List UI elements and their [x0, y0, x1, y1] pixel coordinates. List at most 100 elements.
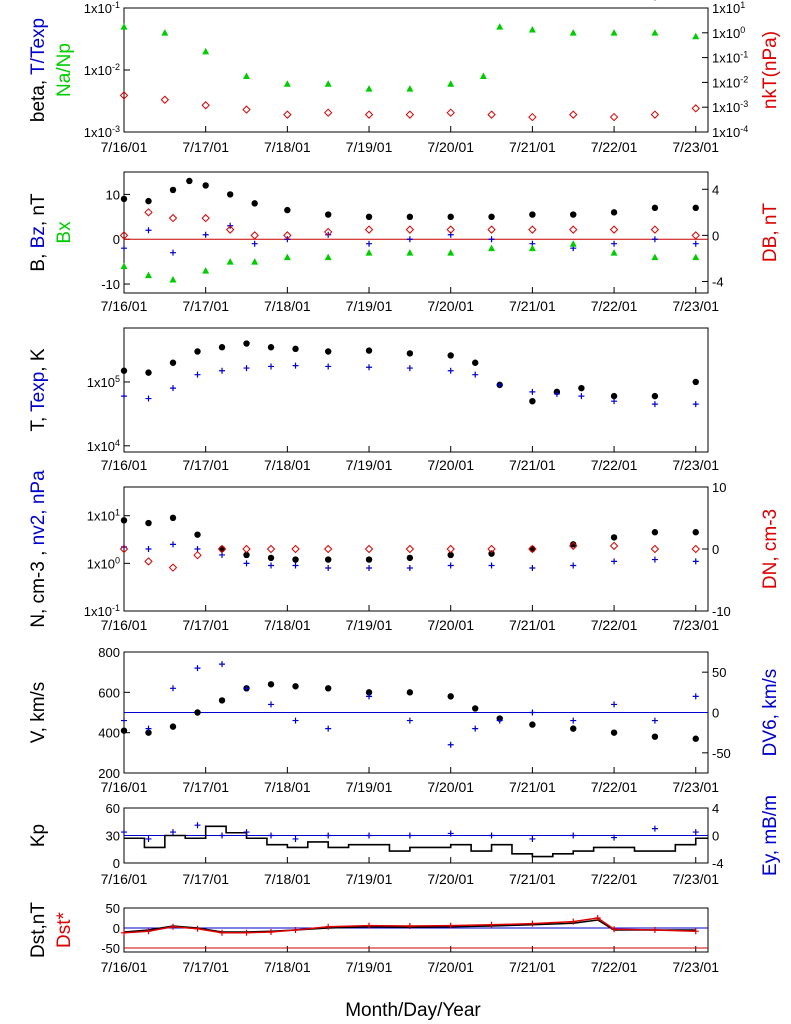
y-axis-title: Kp — [28, 824, 49, 847]
data-point — [529, 397, 536, 405]
data-point — [610, 29, 618, 36]
data-point — [226, 258, 234, 265]
y2-tick-label: 4 — [712, 182, 719, 197]
y2-axis-title: DB, nT — [760, 203, 781, 263]
x-tick-label: 7/21/01 — [509, 617, 556, 633]
data-point — [121, 717, 127, 724]
data-point — [691, 231, 700, 240]
x-tick-label: 7/21/01 — [509, 959, 556, 975]
y-tick-label: -50 — [101, 941, 120, 956]
data-point — [611, 834, 618, 841]
y-tick-label: 0 — [113, 921, 120, 936]
data-point — [651, 825, 658, 832]
data-point — [406, 236, 413, 243]
x-tick-label: 7/17/01 — [182, 457, 229, 473]
data-point — [202, 47, 210, 55]
data-point — [691, 104, 700, 113]
data-point — [145, 271, 153, 279]
y2-tick-label: -50 — [712, 746, 731, 761]
data-point — [651, 529, 659, 536]
y2-tick-label: 1x10-4 — [712, 124, 748, 140]
data-point — [292, 556, 299, 563]
data-point — [202, 182, 209, 189]
data-point — [325, 923, 332, 930]
data-point — [325, 725, 332, 732]
data-point — [405, 544, 415, 554]
series-dv6 — [121, 661, 699, 748]
data-point — [651, 733, 659, 740]
series-ey — [121, 822, 699, 842]
data-point — [145, 197, 152, 205]
data-point — [121, 929, 127, 936]
y-axis-title: beta, T/Texp — [28, 18, 49, 122]
data-point — [251, 258, 259, 265]
data-point — [569, 240, 577, 247]
y-axis-title: T, Texp, K — [28, 348, 49, 431]
data-point — [487, 225, 496, 234]
data-point — [406, 923, 413, 929]
data-point — [120, 262, 128, 270]
y-tick-label: 600 — [98, 685, 120, 700]
data-point — [194, 709, 201, 716]
data-point — [324, 211, 332, 218]
data-point — [529, 564, 536, 571]
y-axis-title: V, km/s — [28, 682, 49, 744]
data-point — [651, 927, 658, 933]
x-tick-label: 7/16/01 — [101, 871, 148, 887]
data-point — [406, 213, 414, 221]
data-point — [611, 240, 618, 247]
data-point — [570, 562, 577, 569]
x-tick-label: 7/22/01 — [591, 959, 638, 975]
data-point — [283, 231, 292, 240]
data-point — [488, 236, 495, 243]
data-point — [447, 693, 454, 700]
data-point — [161, 29, 169, 36]
x-tick-label: 7/21/01 — [509, 298, 556, 314]
y-axis-title: N, cm-3 , nv2, nPa — [28, 470, 49, 628]
data-point — [650, 110, 660, 119]
x-tick-label: 7/22/01 — [591, 457, 638, 473]
data-point — [528, 26, 536, 33]
data-point — [218, 545, 226, 553]
data-point — [578, 393, 585, 400]
x-tick-label: 7/21/01 — [509, 139, 556, 155]
y2-tick-label: 1x10-2 — [712, 74, 748, 90]
data-point — [496, 23, 504, 30]
data-point — [365, 689, 373, 696]
data-point — [406, 249, 414, 256]
data-point — [488, 921, 495, 928]
data-point — [609, 225, 619, 234]
data-point — [145, 729, 152, 736]
data-point — [217, 544, 227, 554]
data-point — [611, 926, 618, 933]
y-tick-label: 1x10-2 — [84, 62, 120, 78]
data-point — [569, 110, 578, 119]
data-point — [169, 514, 177, 522]
data-point — [170, 385, 177, 392]
series-bz — [121, 222, 699, 256]
data-point — [569, 225, 578, 234]
data-point — [324, 253, 332, 261]
x-tick-label: 7/22/01 — [591, 139, 638, 155]
x-tick-label: 7/17/01 — [182, 617, 229, 633]
data-point — [447, 922, 454, 929]
y2-tick-label: -10 — [712, 604, 731, 619]
data-point — [194, 348, 201, 355]
x-tick-label: 7/23/01 — [672, 617, 719, 633]
x-tick-label: 7/20/01 — [427, 779, 474, 795]
y-tick-label: 0 — [113, 232, 120, 247]
x-tick-label: 7/21/01 — [509, 457, 556, 473]
data-point — [268, 363, 275, 370]
data-point — [447, 830, 454, 837]
data-point — [268, 832, 275, 839]
y2-tick-label: 0 — [712, 542, 719, 557]
x-tick-label: 7/22/01 — [591, 298, 638, 314]
data-point — [692, 693, 699, 700]
data-point — [144, 557, 153, 566]
x-tick-label: 7/21/01 — [509, 779, 556, 795]
data-point — [194, 925, 201, 932]
y2-axis-title: DV6, km/s — [760, 669, 781, 757]
data-point — [405, 110, 415, 119]
x-tick-label: 7/18/01 — [264, 959, 311, 975]
data-point — [692, 253, 700, 261]
